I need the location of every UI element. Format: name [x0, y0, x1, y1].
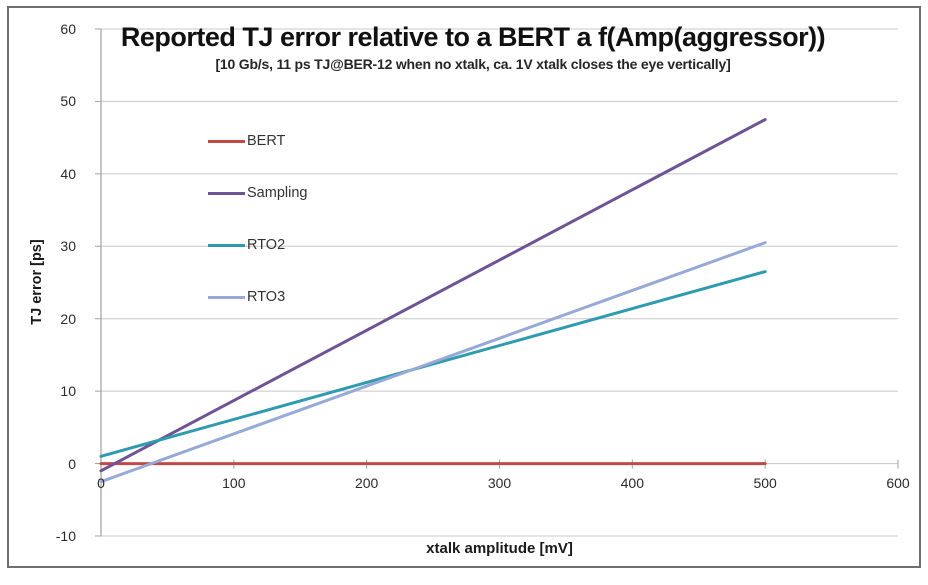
legend-swatch-icon — [208, 295, 245, 299]
chart-title: Reported TJ error relative to a BERT a f… — [120, 22, 826, 52]
y-tick-label: -10 — [55, 528, 76, 544]
series-line-sampling — [99, 118, 767, 473]
series-line-rto3 — [99, 241, 767, 484]
chart-subtitle: [10 Gb/s, 11 ps TJ@BER-12 when no xtalk,… — [215, 56, 731, 72]
legend-entry-sampling: Sampling — [208, 167, 307, 219]
legend-swatch-icon — [208, 139, 245, 143]
chart-frame: Reported TJ error relative to a BERT a f… — [7, 6, 921, 568]
legend-label: RTO2 — [247, 237, 286, 253]
x-tick-label: 300 — [487, 475, 512, 491]
y-tick-label: 60 — [60, 21, 76, 37]
legend: BERT Sampling RTO2 RTO3 — [208, 115, 307, 323]
chart-stage: Reported TJ error relative to a BERT a f… — [9, 8, 919, 566]
x-tick-label: 400 — [620, 475, 644, 491]
plot-area — [95, 28, 899, 537]
x-tick-label: 600 — [886, 475, 910, 491]
y-tick-label: 10 — [60, 383, 76, 400]
series-line-rto2 — [99, 270, 767, 458]
legend-label: BERT — [247, 133, 286, 149]
legend-entry-bert: BERT — [208, 115, 307, 167]
legend-label: RTO3 — [247, 289, 286, 305]
legend-label: Sampling — [247, 185, 308, 201]
y-tick-label: 50 — [60, 93, 76, 110]
legend-entry-rto2: RTO2 — [208, 219, 307, 271]
x-axis-title: xtalk amplitude [mV] — [426, 540, 573, 557]
y-tick-label: 30 — [60, 238, 76, 255]
x-tick-label: 500 — [753, 475, 777, 491]
x-tick-label: 0 — [97, 475, 105, 491]
x-tick-label: 100 — [222, 475, 246, 491]
legend-swatch-icon — [208, 191, 245, 195]
legend-swatch-icon — [208, 243, 245, 247]
y-tick-label: 20 — [60, 310, 76, 327]
y-tick-label: 0 — [68, 455, 76, 472]
legend-entry-rto3: RTO3 — [208, 271, 307, 323]
x-tick-label: 200 — [354, 475, 379, 491]
y-tick-label: 40 — [60, 165, 76, 182]
